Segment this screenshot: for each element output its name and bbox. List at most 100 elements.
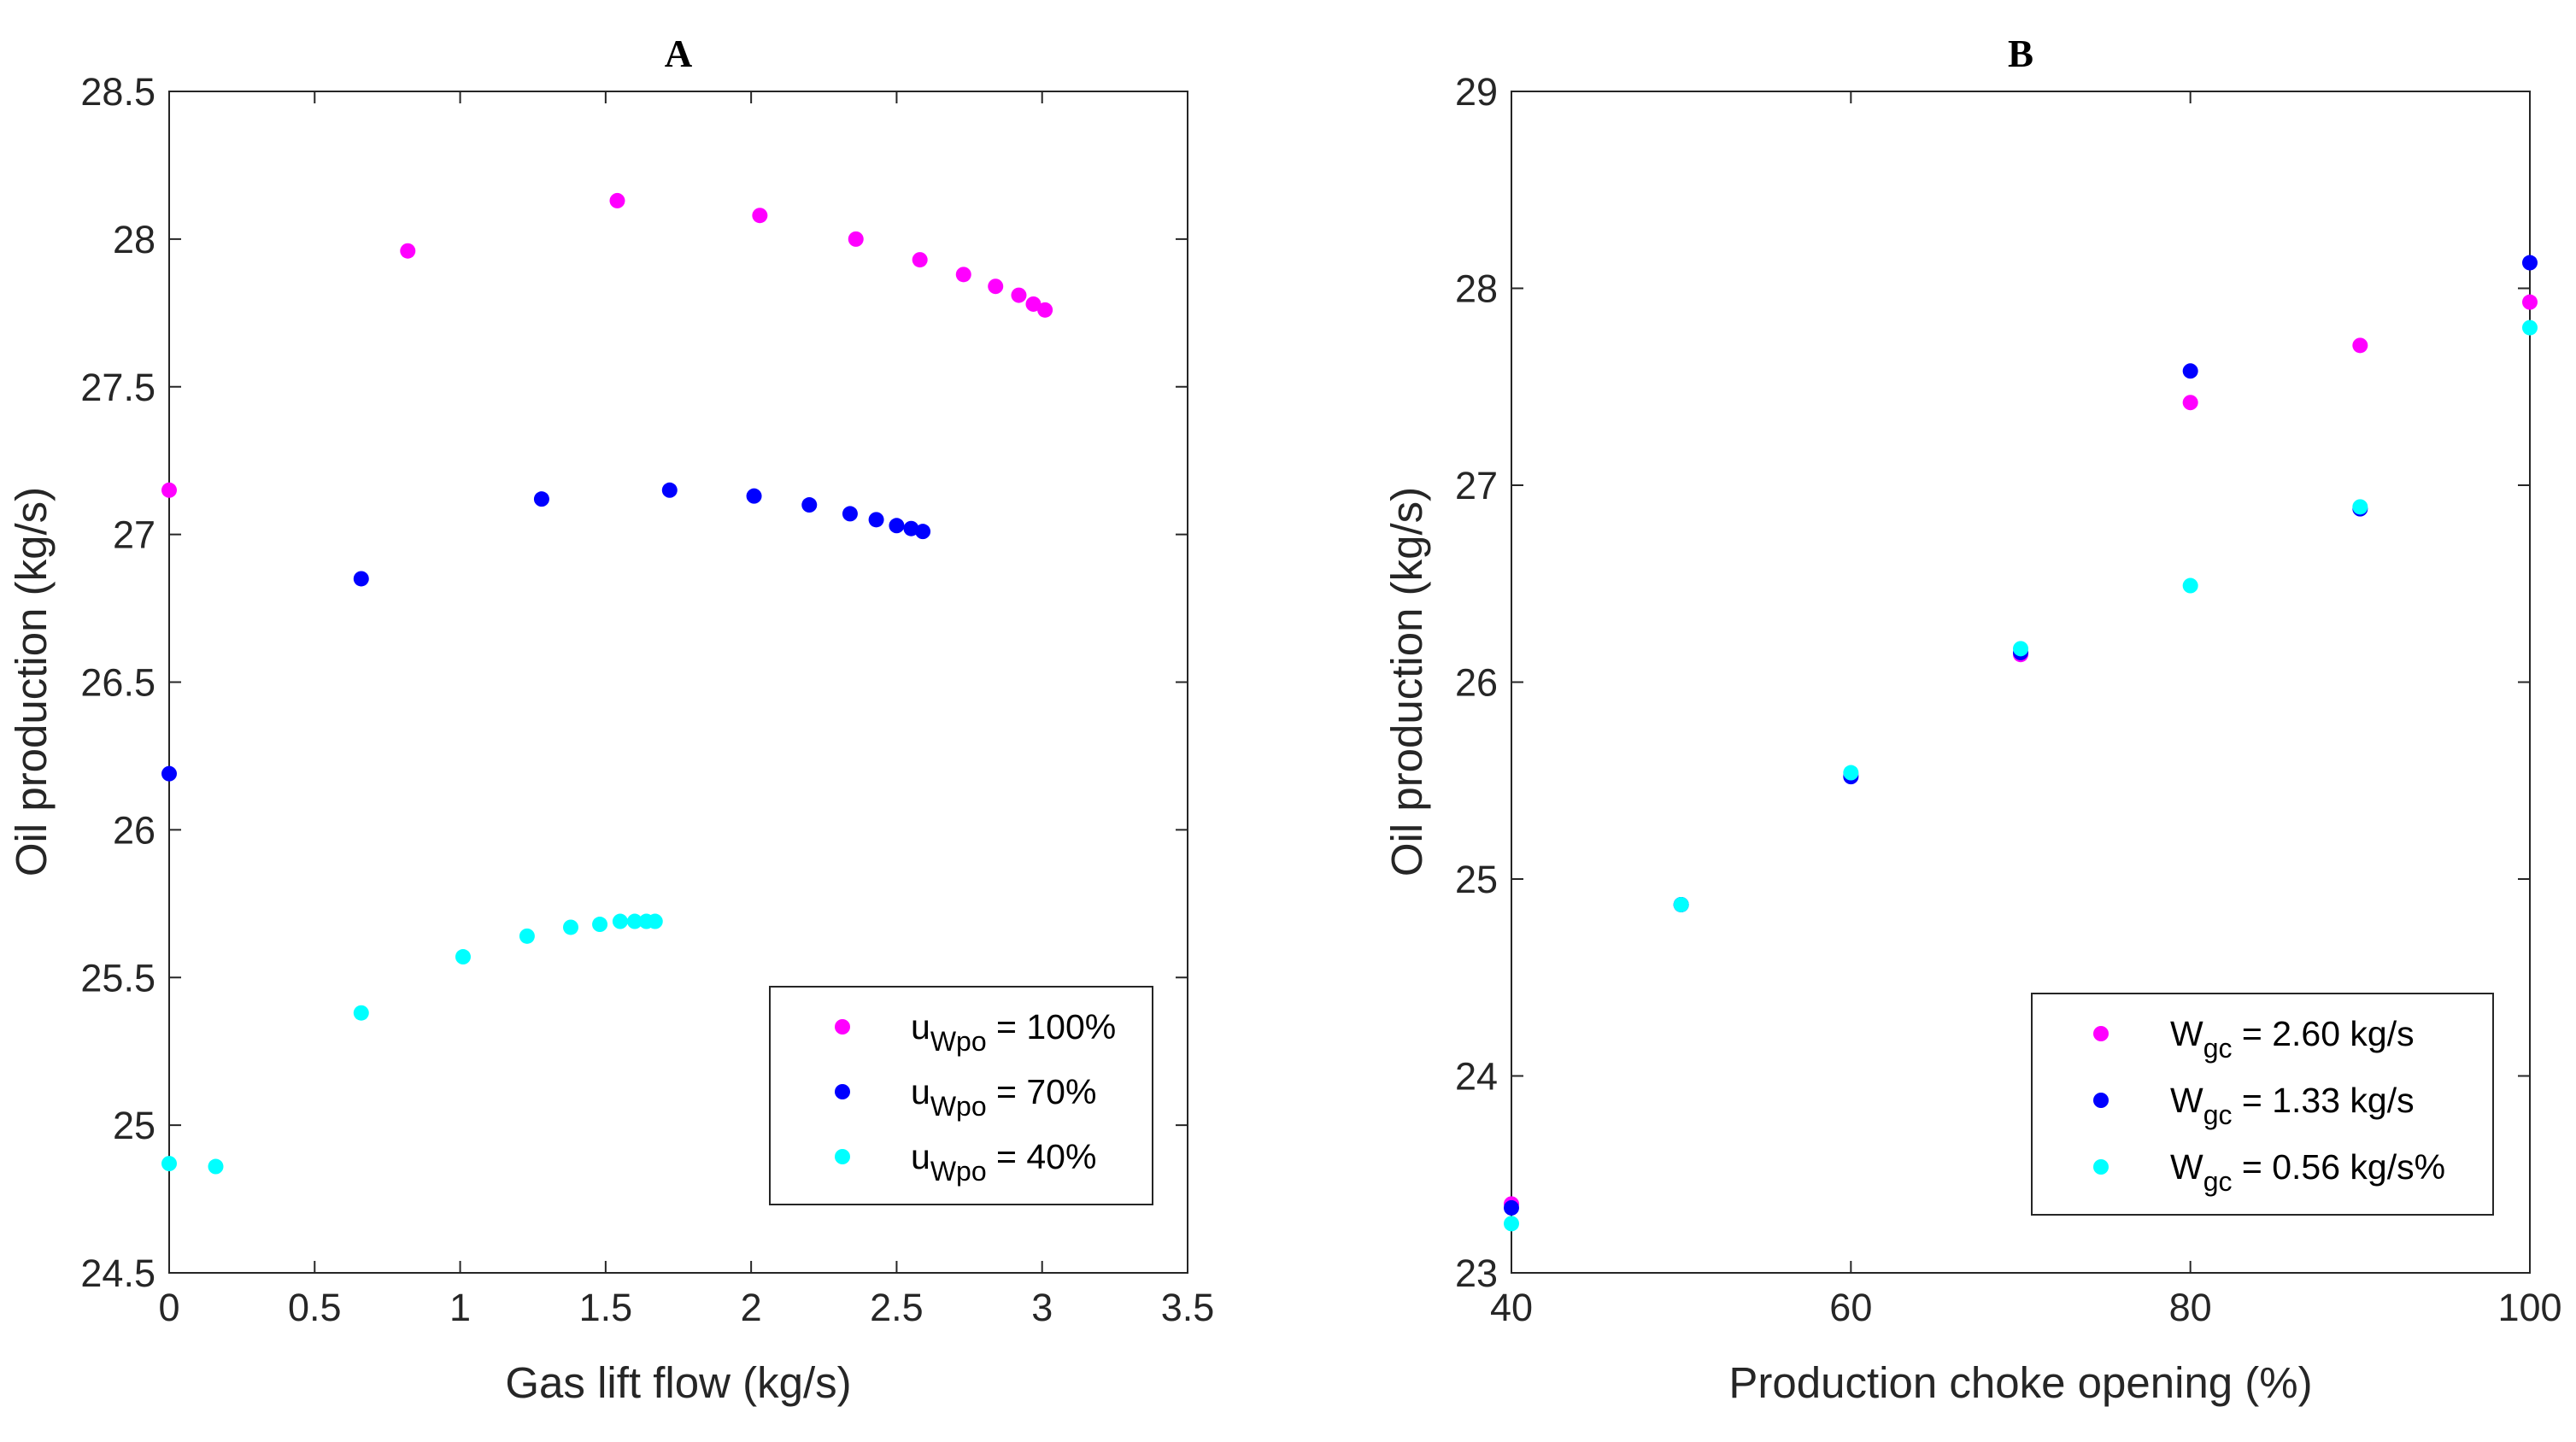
y-tick-label: 25.5 xyxy=(80,956,155,999)
data-point-series-2 xyxy=(161,765,177,782)
legend-label-main: W xyxy=(2170,1014,2203,1053)
panel-b-points xyxy=(1504,255,2538,1232)
legend-label-rest: = 100% xyxy=(987,1007,1117,1046)
data-point-series-2 xyxy=(842,506,858,522)
data-point-series-2 xyxy=(661,482,678,498)
panel-b-x-axis-label: Production choke opening (%) xyxy=(1728,1358,2312,1407)
y-tick-label: 27 xyxy=(113,513,155,557)
legend-label-rest: = 70% xyxy=(987,1072,1097,1111)
legend-marker xyxy=(2093,1159,2109,1175)
data-point-series-3 xyxy=(1673,896,1689,912)
legend-marker xyxy=(835,1149,850,1164)
data-point-series-1 xyxy=(752,208,768,224)
legend-label: Wgc = 0.56 kg/s% xyxy=(2170,1147,2445,1197)
data-point-series-3 xyxy=(612,913,628,929)
x-tick-label: 60 xyxy=(1829,1286,1872,1329)
panel-a: A 0 0.5 1 1.5 2 2.5 3 3.5 24.5 25 25.5 26 26.5 27 27.5… xyxy=(7,32,1214,1407)
y-tick-label: 29 xyxy=(1455,70,1498,114)
y-tick-label: 26.5 xyxy=(80,661,155,705)
y-tick-label: 27 xyxy=(1455,464,1498,507)
data-point-series-2 xyxy=(533,491,549,507)
x-tick-label: 1.5 xyxy=(579,1286,633,1329)
y-tick-label: 26 xyxy=(113,808,155,852)
data-point-series-2 xyxy=(868,512,884,528)
legend-label-rest: = 2.60 kg/s xyxy=(2233,1014,2415,1053)
y-tick-label: 24 xyxy=(1455,1055,1498,1099)
data-point-series-1 xyxy=(2182,395,2198,411)
data-point-series-2 xyxy=(801,497,818,513)
panel-b: B 40 60 80 100 23 24 25 26 27 28 29 Production cho… xyxy=(1382,32,2562,1407)
data-point-series-3 xyxy=(2352,499,2368,515)
legend-label-main: u xyxy=(911,1072,930,1111)
y-tick-label: 27.5 xyxy=(80,366,155,409)
data-point-series-1 xyxy=(912,252,928,268)
x-tick-label: 40 xyxy=(1490,1286,1533,1329)
data-point-series-2 xyxy=(2182,363,2198,379)
legend-label-rest: = 1.33 kg/s xyxy=(2233,1081,2415,1120)
panel-b-title: B xyxy=(2008,32,2033,75)
data-point-series-3 xyxy=(2522,319,2538,336)
data-point-series-3 xyxy=(519,928,535,944)
data-point-series-1 xyxy=(400,243,416,259)
panel-a-legend-box xyxy=(769,986,1153,1205)
data-point-series-2 xyxy=(915,524,931,540)
legend-label: uWpo = 40% xyxy=(911,1137,1096,1187)
legend-label-subscript: Wpo xyxy=(930,1026,987,1057)
panel-b-legend: Wgc = 2.60 kg/s Wgc = 1.33 kg/s Wgc = 0.56… xyxy=(2031,993,2494,1216)
y-tick-label: 25 xyxy=(113,1104,155,1147)
y-tick-label: 28.5 xyxy=(80,70,155,114)
panel-b-legend-box xyxy=(2031,993,2494,1216)
data-point-series-3 xyxy=(592,917,608,933)
data-point-series-1 xyxy=(1025,296,1042,312)
data-point-series-3 xyxy=(2013,641,2028,657)
data-point-series-1 xyxy=(161,482,177,498)
data-point-series-3 xyxy=(1843,765,1859,781)
panel-a-points xyxy=(161,192,1053,1175)
x-tick-label: 2 xyxy=(741,1286,762,1329)
panel-b-y-axis-label: Oil production (kg/s) xyxy=(1382,487,1431,876)
data-point-series-3 xyxy=(1504,1216,1519,1232)
data-point-series-1 xyxy=(2522,294,2538,310)
data-point-series-1 xyxy=(2352,337,2368,354)
legend-marker xyxy=(835,1084,850,1099)
data-point-series-1 xyxy=(988,278,1004,295)
legend-label-subscript: Wpo xyxy=(930,1091,987,1122)
data-point-series-1 xyxy=(1011,287,1027,303)
legend-label-main: u xyxy=(911,1137,930,1176)
data-point-series-3 xyxy=(455,949,471,965)
panel-a-title: A xyxy=(665,32,693,75)
legend-label-rest: = 40% xyxy=(987,1137,1097,1176)
y-tick-label: 23 xyxy=(1455,1251,1498,1295)
y-tick-label: 28 xyxy=(113,218,155,261)
y-tick-label: 24.5 xyxy=(80,1251,155,1295)
legend-label-subscript: gc xyxy=(2203,1033,2233,1064)
legend-label-subscript: Wpo xyxy=(930,1156,987,1187)
legend-label-main: W xyxy=(2170,1147,2203,1187)
x-tick-label: 0 xyxy=(158,1286,179,1329)
x-tick-label: 100 xyxy=(2497,1286,2561,1329)
panel-a-legend: uWpo = 100%uWpo = 70%uWpo = 40% xyxy=(769,986,1153,1205)
data-point-series-3 xyxy=(647,913,663,929)
legend-label-main: W xyxy=(2170,1081,2203,1120)
y-tick-label: 26 xyxy=(1455,661,1498,705)
legend-marker xyxy=(2093,1026,2109,1041)
data-point-series-3 xyxy=(208,1158,224,1175)
x-tick-label: 3 xyxy=(1031,1286,1053,1329)
data-point-series-2 xyxy=(903,520,919,536)
y-tick-label: 25 xyxy=(1455,858,1498,901)
panel-a-x-axis-label: Gas lift flow (kg/s) xyxy=(505,1358,851,1407)
data-point-series-3 xyxy=(2182,577,2198,594)
data-point-series-3 xyxy=(161,1156,177,1172)
panel-a-y-axis-label: Oil production (kg/s) xyxy=(7,487,56,876)
data-point-series-1 xyxy=(955,267,971,283)
x-tick-label: 3.5 xyxy=(1161,1286,1215,1329)
x-tick-label: 1 xyxy=(449,1286,471,1329)
x-tick-label: 80 xyxy=(2169,1286,2212,1329)
data-point-series-1 xyxy=(609,192,625,208)
data-point-series-2 xyxy=(2522,255,2538,271)
y-tick-label: 28 xyxy=(1455,267,1498,311)
x-tick-label: 2.5 xyxy=(870,1286,924,1329)
legend-marker xyxy=(2093,1093,2109,1108)
legend-label-subscript: gc xyxy=(2203,1166,2233,1197)
